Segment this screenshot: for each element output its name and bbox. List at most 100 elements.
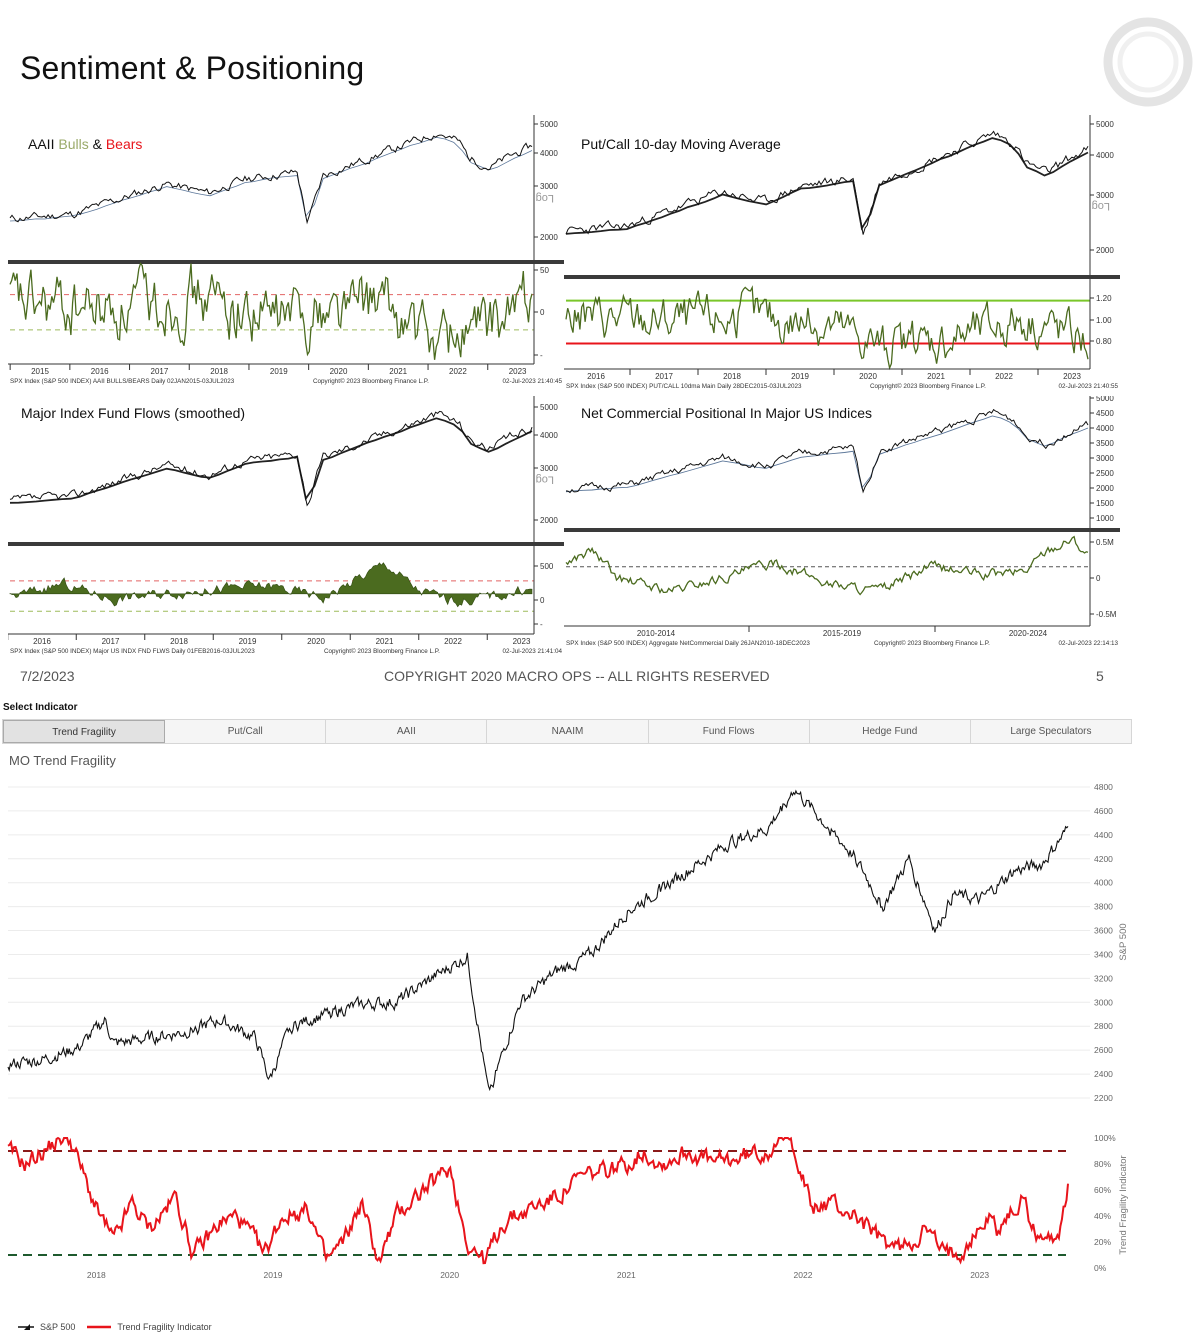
top-axis-tick-label: 2500 xyxy=(1096,469,1114,478)
x-axis-tick-label: 2021 xyxy=(376,637,394,646)
x-axis-tick-label: 2016 xyxy=(91,367,109,376)
netcomm-title: Net Commercial Positional In Major US In… xyxy=(581,405,872,421)
bottom-axis-tick-label: 50 xyxy=(540,266,549,275)
spx-axis-tick-label: 4200 xyxy=(1094,854,1113,864)
spx-axis-tick-label: 3400 xyxy=(1094,949,1113,959)
source-text: SPX Index (S&P 500 INDEX) Major US INDX … xyxy=(10,648,255,655)
bottom-axis-tick-label: 0 xyxy=(540,596,545,605)
legend-spx-label[interactable]: S&P 500 xyxy=(40,1322,76,1332)
source-text: SPX Index (S&P 500 INDEX) AAII BULLS/BEA… xyxy=(10,378,235,385)
bottom-axis-tick-label: - xyxy=(540,351,543,360)
x-axis-tick-label: 2018 xyxy=(87,1270,106,1280)
x-axis-tick-label: 2015-2019 xyxy=(823,629,862,638)
top-axis-tick-label: 5000 xyxy=(1096,120,1114,129)
bottom-axis-tick-label: 0.80 xyxy=(1096,337,1112,346)
tab-trend-fragility[interactable]: Trend Fragility xyxy=(3,720,166,743)
aaii-title: AAII Bulls & Bears xyxy=(28,136,143,152)
bottom-axis-tick-label: 0 xyxy=(540,308,545,317)
spx-price-line xyxy=(565,408,1089,494)
putcall-panel: 5000 4000 3000 2000 Log 1.20 1.00 0.80 2016 2017 2… xyxy=(564,115,1120,395)
x-axis-tick-label: 2017 xyxy=(655,372,673,381)
x-axis-tick-label: 2020 xyxy=(307,637,325,646)
mo-chart-title: MO Trend Fragility xyxy=(9,753,116,768)
putcall-chart: 5000 4000 3000 2000 Log 1.20 1.00 0.80 2016 2017 2… xyxy=(564,115,1120,390)
tfi-axis-tick-label: 40% xyxy=(1094,1211,1111,1221)
top-axis-tick-label: 2000 xyxy=(540,516,558,525)
slide-title: Sentiment & Positioning xyxy=(20,50,365,86)
top-axis-tick-label: 4000 xyxy=(540,149,558,158)
slide-date: 7/2/2023 xyxy=(20,668,75,684)
top-axis-tick-label: 4000 xyxy=(540,431,558,440)
timestamp-text: 02-Jul-2023 21:40:45 xyxy=(502,378,562,385)
tab-large-speculators[interactable]: Large Speculators xyxy=(1010,726,1092,737)
putcall-title: Put/Call 10-day Moving Average xyxy=(581,136,781,152)
top-axis-tick-label: 4000 xyxy=(1096,424,1114,433)
panel-separator xyxy=(564,275,1120,279)
top-axis-tick-label: 1000 xyxy=(1096,514,1114,523)
top-axis-tick-label: 3000 xyxy=(1096,191,1114,200)
x-axis-tick-label: 2019 xyxy=(264,1270,283,1280)
legend-spx-swatch-icon xyxy=(18,1324,34,1330)
x-axis-tick-label: 2022 xyxy=(794,1270,813,1280)
tfi-axis-tick-label: 60% xyxy=(1094,1185,1111,1195)
tab-hedge-fund[interactable]: Hedge Fund xyxy=(810,720,971,743)
panel-separator xyxy=(564,528,1120,532)
indicator-line xyxy=(565,535,1089,596)
x-axis-tick-label: 2017 xyxy=(102,637,120,646)
spx-axis-tick-label: 2400 xyxy=(1094,1069,1113,1079)
spx-axis-tick-label: 2200 xyxy=(1094,1093,1113,1103)
macro-ops-logo-icon xyxy=(1103,17,1193,107)
spx-axis-tick-label: 2600 xyxy=(1094,1045,1113,1055)
copyright-text: Copyright© 2023 Bloomberg Finance L.P. xyxy=(324,647,440,655)
top-axis-tick-label: 2000 xyxy=(1096,484,1114,493)
panel-separator xyxy=(8,542,564,546)
copyright-text: Copyright© 2023 Bloomberg Finance L.P. xyxy=(313,377,429,385)
timestamp-text: 02-Jul-2023 21:40:55 xyxy=(1058,383,1118,390)
bottom-axis-tick-label: 0 xyxy=(1096,574,1101,583)
x-axis-tick-label: 2020-2024 xyxy=(1009,629,1048,638)
x-axis-tick-label: 2019 xyxy=(270,367,288,376)
tfi-axis-tick-label: 20% xyxy=(1094,1237,1111,1247)
moving-average-line xyxy=(9,136,533,222)
x-axis-tick-label: 2019 xyxy=(239,637,257,646)
bottom-axis-tick-label: -0.5M xyxy=(1096,610,1117,619)
trend-fragility-line xyxy=(7,1136,1069,1265)
slide-page-number: 5 xyxy=(1096,668,1104,684)
spx-axis-tick-label: 4400 xyxy=(1094,830,1113,840)
x-axis-tick-label: 2019 xyxy=(791,372,809,381)
log-scale-label: Log xyxy=(1092,200,1110,212)
top-axis-tick-label: 3000 xyxy=(540,464,558,473)
x-axis-tick-label: 2015 xyxy=(31,367,49,376)
bottom-axis-tick-label: 1.20 xyxy=(1096,294,1112,303)
legend-tfi-label[interactable]: Trend Fragility Indicator xyxy=(117,1322,212,1332)
tab-naaim[interactable]: NAAIM xyxy=(487,720,649,743)
aaii-chart: 5000 4000 3000 2000 Log 50 0 - 2015 2016 2017 2018 2… xyxy=(8,115,564,385)
top-axis-tick-label: 4000 xyxy=(1096,151,1114,160)
moving-average-line xyxy=(9,417,533,504)
netcomm-panel: 5000 4500 4000 3500 3000 2500 2000 1500 1000 0.5M… xyxy=(564,396,1120,662)
spx-axis-tick-label: 3200 xyxy=(1094,973,1113,983)
top-axis-tick-label: 2000 xyxy=(540,233,558,242)
log-scale-label: Log xyxy=(536,473,554,485)
bottom-axis-tick-label: - xyxy=(540,620,543,629)
indicator-area xyxy=(9,562,533,608)
tab-fund-flows[interactable]: Fund Flows xyxy=(649,720,810,743)
spx-axis-tick-label: 2800 xyxy=(1094,1021,1113,1031)
top-axis-tick-label: 5000 xyxy=(1096,396,1114,403)
top-axis-tick-label: 3500 xyxy=(1096,439,1114,448)
top-axis-tick-label: 1500 xyxy=(1096,499,1114,508)
x-axis-tick-label: 2020 xyxy=(859,372,877,381)
spx-axis-tick-label: 3000 xyxy=(1094,997,1113,1007)
tab-aaii[interactable]: AAII xyxy=(326,720,488,743)
select-indicator-label: Select Indicator xyxy=(3,702,78,713)
indicator-line xyxy=(9,262,533,360)
x-axis-tick-label: 2022 xyxy=(449,367,467,376)
tab-put-call[interactable]: Put/Call xyxy=(165,720,327,743)
top-axis-tick-label: 2000 xyxy=(1096,246,1114,255)
timestamp-text: 02-Jul-2023 21:41:04 xyxy=(502,648,562,655)
spx-axis-tick-label: 4000 xyxy=(1094,878,1113,888)
spx-axis-title: S&P 500 xyxy=(1118,923,1129,960)
spx-price-line xyxy=(565,130,1089,235)
x-axis-tick-label: 2023 xyxy=(509,367,527,376)
x-axis-tick-label: 2022 xyxy=(444,637,462,646)
